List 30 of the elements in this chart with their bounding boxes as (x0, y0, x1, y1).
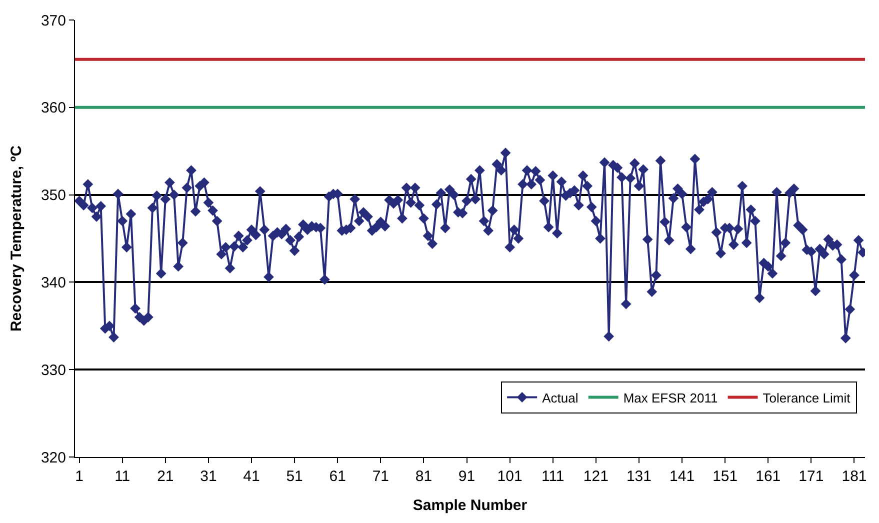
x-tick-label: 111 (541, 468, 564, 485)
y-tick-label: 370 (40, 12, 66, 30)
x-tick-label: 131 (626, 468, 652, 485)
x-tick-label: 21 (157, 468, 174, 485)
x-tick-label: 161 (756, 468, 781, 485)
x-tick-label: 141 (670, 468, 695, 485)
y-tick-label: 350 (40, 187, 66, 204)
x-tick-label: 101 (497, 468, 522, 485)
x-tick-label: 171 (798, 468, 824, 485)
y-axis-title: Recovery Temperature, ºC (8, 145, 26, 332)
x-tick-label: 121 (583, 468, 608, 485)
y-tick-label: 320 (40, 449, 66, 466)
x-tick-label: 61 (329, 468, 346, 485)
legend-label: Max EFSR 2011 (623, 390, 718, 406)
x-tick-label: 81 (415, 468, 432, 485)
x-tick-label: 51 (286, 468, 303, 485)
x-tick-label: 11 (114, 468, 130, 485)
x-tick-label: 1 (75, 468, 84, 485)
x-tick-label: 91 (458, 468, 476, 485)
y-tick-label: 330 (40, 362, 66, 379)
x-tick-label: 151 (712, 468, 738, 485)
y-tick-label: 340 (40, 274, 66, 292)
x-tick-label: 181 (842, 468, 867, 485)
x-tick-label: 41 (243, 468, 260, 485)
x-axis-title: Sample Number (412, 497, 528, 514)
legend-label: Actual (542, 390, 578, 406)
legend-label: Tolerance Limit (762, 390, 851, 406)
x-tick-label: 71 (372, 468, 390, 485)
y-tick-label: 360 (40, 100, 66, 117)
x-tick-label: 31 (200, 468, 217, 485)
